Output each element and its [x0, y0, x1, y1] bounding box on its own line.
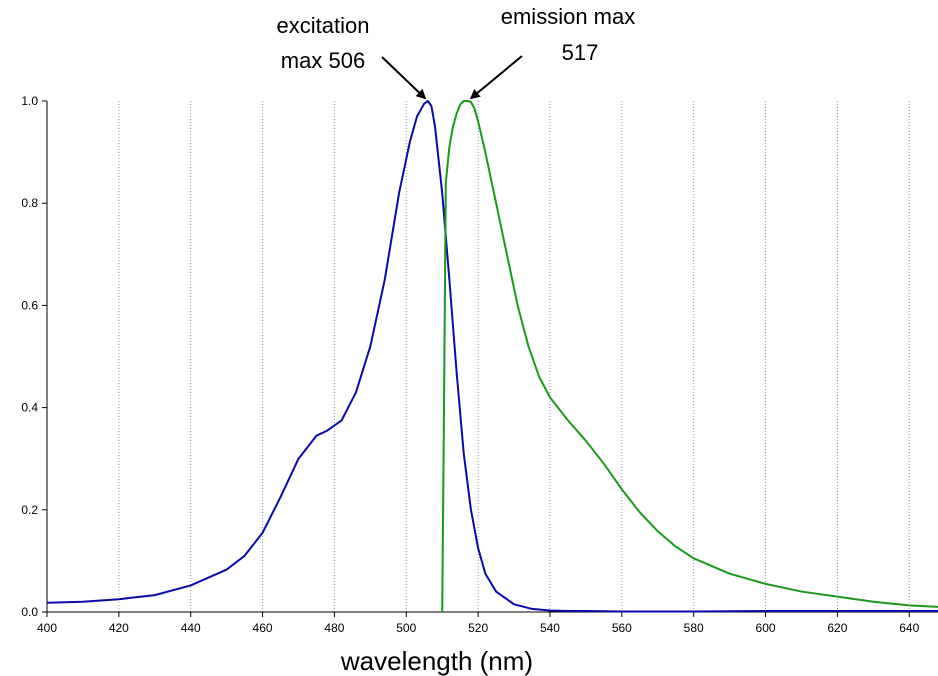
tick-labels: 0.0 0.2 0.4 0.6 0.8 1.0 400 420 440 460 480 500 520 5…	[21, 94, 919, 635]
x-tick-label: 620	[827, 621, 847, 635]
excitation-annotation-line1: excitation	[277, 13, 370, 38]
y-tick-label: 0.8	[21, 196, 38, 210]
y-tick-label: 0.2	[21, 503, 38, 517]
x-tick-label: 400	[37, 621, 57, 635]
emission-annotation-line1: emission max	[501, 4, 635, 29]
x-tick-label: 460	[253, 621, 273, 635]
x-tick-label: 440	[181, 621, 201, 635]
excitation-annotation-line2: max 506	[281, 48, 365, 73]
x-tick-label: 560	[612, 621, 632, 635]
y-tick-label: 0.0	[21, 605, 38, 619]
x-tick-label: 500	[396, 621, 416, 635]
emission-curve	[441, 100, 938, 613]
x-tick-label: 600	[756, 621, 776, 635]
annotations: excitation max 506 emission max 517	[277, 4, 635, 100]
x-tick-label: 480	[324, 621, 344, 635]
x-axis-label: wavelength (nm)	[340, 646, 533, 676]
x-tick-label: 420	[109, 621, 129, 635]
emission-annotation-line2: 517	[562, 40, 599, 65]
x-tick-label: 540	[540, 621, 560, 635]
axes	[42, 100, 938, 617]
x-tick-label: 520	[468, 621, 488, 635]
excitation-curve	[46, 100, 938, 613]
excitation-arrow	[381, 56, 427, 100]
x-tick-label: 580	[684, 621, 704, 635]
y-tick-label: 0.4	[21, 401, 38, 415]
y-tick-label: 0.6	[21, 298, 38, 312]
grid-lines	[46, 101, 910, 612]
x-tick-label: 640	[899, 621, 919, 635]
y-tick-label: 1.0	[21, 94, 38, 108]
emission-arrow	[469, 55, 523, 100]
series-group	[46, 100, 938, 613]
